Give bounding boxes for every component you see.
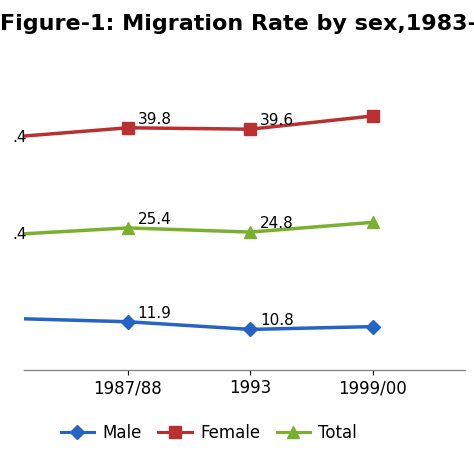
Text: 11.9: 11.9 [137, 306, 172, 320]
Text: .4: .4 [13, 130, 27, 145]
Text: 25.4: 25.4 [137, 212, 171, 227]
Text: Figure-1: Migration Rate by sex,1983-1999/00: Figure-1: Migration Rate by sex,1983-199… [0, 14, 474, 34]
Text: 10.8: 10.8 [260, 313, 294, 328]
Text: 39.6: 39.6 [260, 113, 294, 128]
Text: .4: .4 [13, 228, 27, 242]
Legend: Male, Female, Total: Male, Female, Total [54, 418, 364, 449]
Text: 24.8: 24.8 [260, 216, 294, 231]
Text: 39.8: 39.8 [137, 111, 172, 127]
